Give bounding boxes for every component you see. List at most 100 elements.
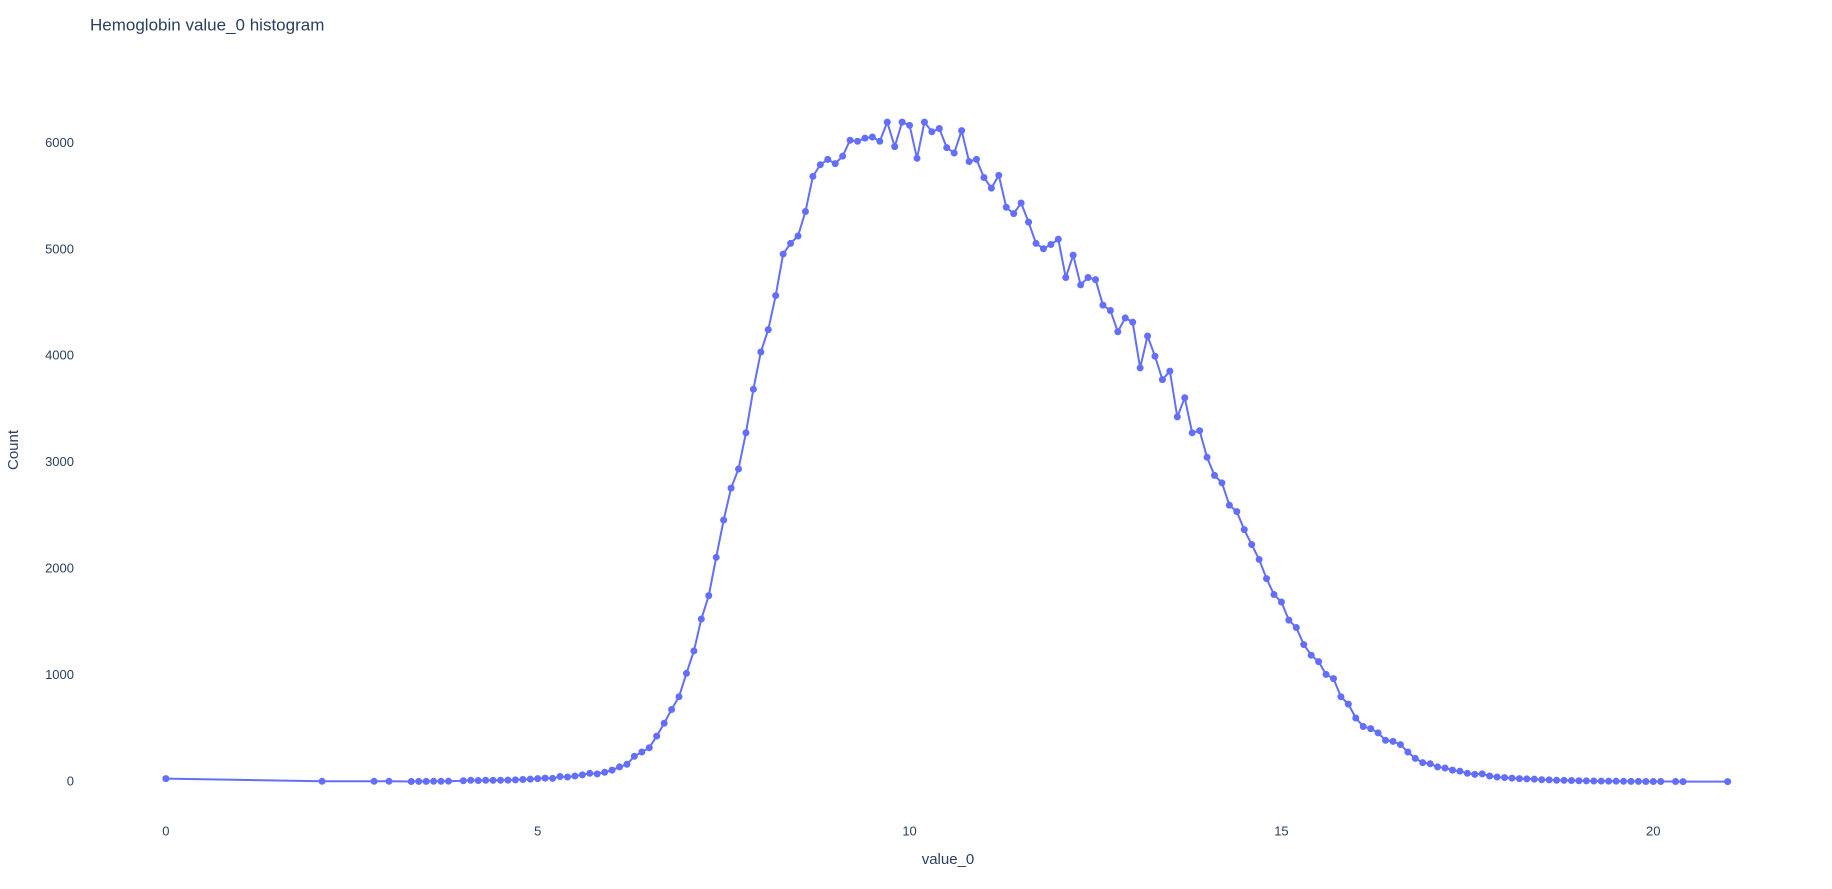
marker: [1173, 413, 1181, 421]
marker: [1672, 778, 1680, 786]
marker: [660, 719, 668, 727]
marker: [1263, 575, 1271, 583]
marker: [571, 772, 579, 780]
marker: [1337, 693, 1345, 701]
marker: [757, 348, 765, 356]
marker: [1151, 352, 1159, 360]
marker: [1634, 777, 1642, 785]
marker: [958, 127, 966, 135]
marker: [1545, 776, 1553, 784]
marker: [1248, 541, 1256, 549]
x-tick-label: 10: [902, 823, 916, 838]
marker: [891, 143, 899, 151]
marker: [1478, 770, 1486, 778]
marker: [534, 775, 542, 783]
marker: [675, 693, 683, 701]
marker: [1426, 760, 1434, 768]
marker: [1493, 773, 1501, 781]
marker: [749, 385, 757, 393]
marker: [430, 777, 438, 785]
marker: [839, 152, 847, 160]
y-tick-label: 0: [67, 773, 74, 788]
marker: [861, 134, 869, 142]
marker: [1084, 273, 1092, 281]
marker: [1329, 675, 1337, 683]
marker: [854, 137, 862, 145]
marker: [1538, 776, 1546, 784]
marker: [906, 121, 914, 129]
marker: [415, 777, 423, 785]
marker: [876, 137, 884, 145]
marker: [1144, 332, 1152, 340]
marker: [920, 118, 928, 126]
marker: [1486, 772, 1494, 780]
marker: [1367, 725, 1375, 733]
marker: [578, 771, 586, 779]
y-tick-label: 6000: [45, 135, 74, 150]
marker: [1010, 210, 1018, 218]
marker: [1270, 591, 1278, 599]
marker: [846, 136, 854, 144]
marker: [883, 118, 891, 126]
marker: [772, 292, 780, 300]
x-tick-label: 15: [1274, 823, 1288, 838]
marker: [1069, 251, 1077, 259]
marker: [1218, 479, 1226, 487]
marker: [727, 484, 735, 492]
marker: [1597, 777, 1605, 785]
marker: [1300, 641, 1308, 649]
marker: [630, 752, 638, 760]
y-tick-label: 5000: [45, 241, 74, 256]
marker: [601, 768, 609, 776]
marker: [1114, 328, 1122, 336]
marker: [437, 777, 445, 785]
marker: [1605, 777, 1613, 785]
marker: [1240, 526, 1248, 534]
marker: [444, 777, 452, 785]
marker: [995, 171, 1003, 179]
marker: [1508, 774, 1516, 782]
marker: [616, 763, 624, 771]
marker: [1649, 778, 1657, 786]
marker: [1359, 722, 1367, 730]
marker: [1292, 624, 1300, 632]
marker: [1575, 777, 1583, 785]
marker: [1553, 776, 1561, 784]
marker: [1285, 616, 1293, 624]
marker: [1582, 777, 1590, 785]
marker: [1025, 218, 1033, 226]
marker: [973, 155, 981, 163]
marker: [489, 776, 497, 784]
marker: [1523, 775, 1531, 783]
marker: [563, 773, 571, 781]
marker: [1307, 651, 1315, 659]
marker: [1352, 714, 1360, 722]
marker: [987, 184, 995, 192]
marker: [831, 160, 839, 168]
marker: [1322, 670, 1330, 678]
marker: [1560, 776, 1568, 784]
marker: [1203, 453, 1211, 461]
marker: [1062, 273, 1070, 281]
marker: [593, 770, 601, 778]
marker: [950, 149, 958, 157]
marker: [653, 732, 661, 740]
marker: [794, 232, 802, 240]
marker: [549, 774, 557, 782]
marker: [1002, 203, 1010, 211]
marker: [422, 777, 430, 785]
marker: [943, 144, 951, 152]
y-tick-label: 1000: [45, 667, 74, 682]
marker: [318, 777, 326, 785]
marker: [913, 154, 921, 162]
marker: [1657, 778, 1665, 786]
marker: [1515, 775, 1523, 783]
y-axis-title: Count: [5, 429, 22, 470]
marker: [1463, 769, 1471, 777]
marker: [1612, 777, 1620, 785]
marker: [1434, 763, 1442, 771]
marker: [935, 125, 943, 133]
marker: [497, 776, 505, 784]
marker: [1404, 748, 1412, 756]
